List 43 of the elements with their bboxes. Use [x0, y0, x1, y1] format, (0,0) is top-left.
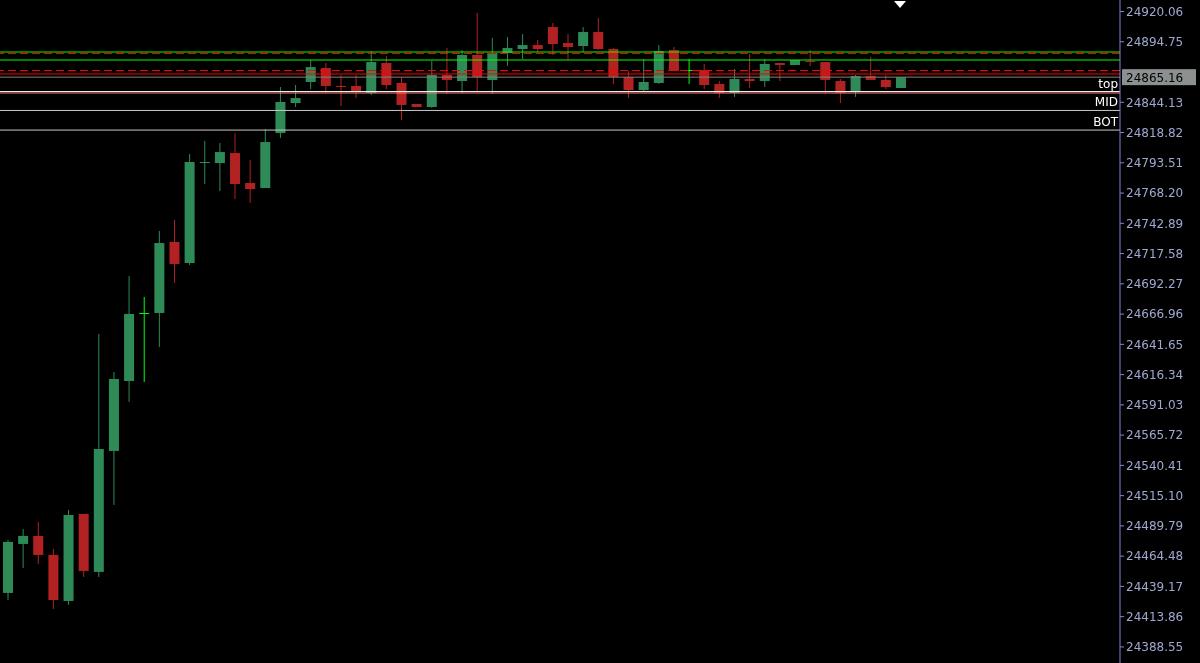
candlestick	[623, 70, 634, 99]
candlestick	[245, 159, 256, 204]
candlestick	[199, 140, 210, 185]
y-tick-label: 24920.06	[1126, 4, 1184, 19]
ref-line-label: BOT	[1093, 115, 1119, 130]
y-tick-label: 24641.65	[1126, 337, 1184, 352]
candlestick	[290, 84, 301, 108]
candlestick	[139, 296, 150, 383]
y-tick-label: 24894.75	[1126, 35, 1184, 50]
ref-line-label: MID	[1094, 95, 1118, 110]
y-tick-label: 24565.72	[1126, 428, 1184, 443]
y-tick-label: 24616.34	[1126, 367, 1184, 382]
y-tick-label: 24844.13	[1126, 95, 1184, 110]
candlestick	[169, 219, 180, 284]
candlestick	[578, 26, 589, 53]
candlestick	[214, 142, 225, 192]
y-tick-label: 24489.79	[1126, 519, 1184, 534]
y-tick-label: 24768.20	[1126, 186, 1184, 201]
y-tick-label: 24717.58	[1126, 246, 1184, 261]
ref-line-label: top	[1098, 76, 1118, 91]
candlestick	[638, 58, 649, 92]
candlestick	[744, 53, 755, 89]
y-tick-label: 24742.89	[1126, 216, 1184, 231]
y-tick-label: 24540.41	[1126, 458, 1184, 473]
candlestick	[593, 17, 604, 51]
candlestick	[547, 22, 558, 56]
y-tick-label: 24793.51	[1126, 156, 1184, 171]
candlestick	[774, 62, 785, 82]
y-tick-label: 24692.27	[1126, 277, 1184, 292]
y-tick-label: 24666.96	[1126, 307, 1184, 322]
y-tick-label: 24464.48	[1126, 549, 1184, 564]
y-tick-label: 24439.17	[1126, 579, 1184, 594]
candlestick	[18, 528, 29, 569]
candlestick	[563, 33, 573, 61]
y-tick-label: 24818.82	[1126, 125, 1184, 140]
y-tick-label: 24515.10	[1126, 488, 1184, 503]
candlestick	[517, 33, 528, 60]
candlestick	[33, 521, 44, 565]
candlestick	[335, 74, 346, 107]
y-tick-label: 24388.55	[1126, 640, 1184, 655]
y-tick-label: 24413.86	[1126, 609, 1184, 624]
ref-line-label: 24865.16	[1126, 71, 1184, 86]
y-tick-label: 24591.03	[1126, 398, 1184, 413]
